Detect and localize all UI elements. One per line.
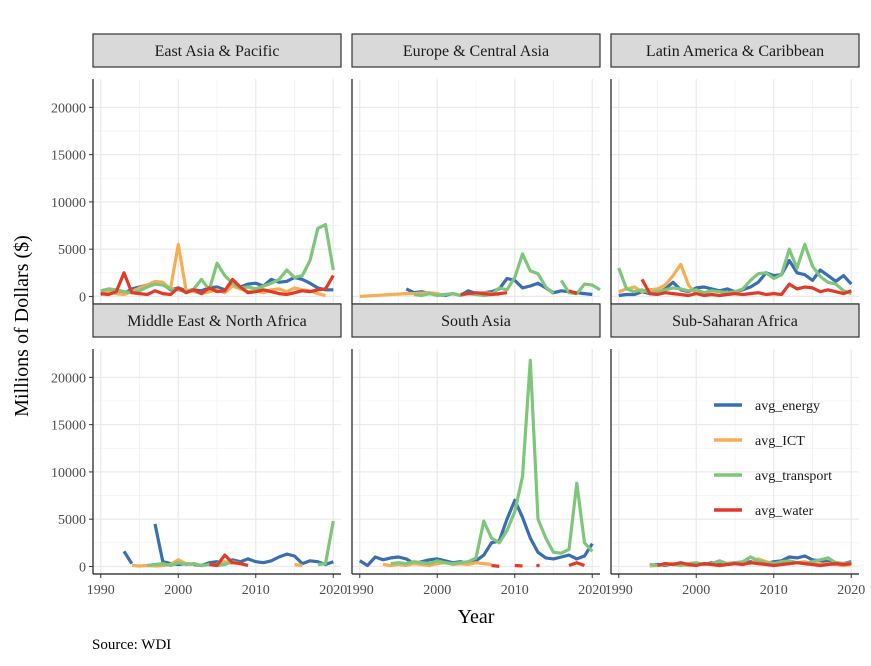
series-line-avg-ICT [382,561,492,568]
x-tick-label: 2010 [501,583,529,598]
x-tick-label: 2010 [760,583,788,598]
strip-label: Middle East & North Africa [127,313,307,330]
series-line-avg-water [491,563,500,568]
strip-label: South Asia [441,313,511,330]
x-tick-label: 2000 [164,583,192,598]
x-tick-label: 2020 [578,583,606,598]
y-tick-label: 0 [79,560,86,575]
y-axis-title: Millions of Dollars ($) [11,235,33,417]
series-point-avg-water [536,563,540,568]
series-line-avg-transport [559,279,601,296]
panel-middle-east-and-north-africa: Middle East & North Africa 1990 2000 2010 20… [51,303,347,598]
x-tick-label: 1990 [87,583,115,598]
series-line-avg-water [568,561,586,568]
x-axis-title: Year [458,606,495,628]
panel-latin-america-and-caribbean: Latin America & Caribbean [610,33,860,305]
series-line-avg-ICT [618,262,698,296]
y-tick-label: 10000 [51,196,86,211]
panel-europe-and-central-asia: Europe & Central Asia [351,33,601,305]
series-line-avg-water [100,271,335,297]
series-line-avg-energy [153,523,334,568]
y-tick-label: 20000 [51,371,86,386]
legend-label: avg_transport [755,469,832,484]
strip-label: Sub-Saharan Africa [672,313,798,330]
series-line-avg-transport [390,358,594,566]
chart-caption: Source: WDI [92,637,172,653]
strip-background [92,303,342,338]
series-line-avg-water [209,553,249,568]
panel-east-asia-and-pacific: East Asia & Pacific 0 5000 10000 15000 20000 [51,33,342,305]
y-tick-label: 5000 [58,243,86,258]
x-tick-label: 2020 [319,583,347,598]
x-tick-label: 1990 [346,583,374,598]
series-line-avg-transport [413,252,555,298]
strip-background [610,303,860,338]
x-tick-label: 2000 [423,583,451,598]
strip-background [351,303,601,338]
strip-background [351,33,601,68]
y-tick-label: 0 [79,290,86,305]
y-tick-label: 20000 [51,101,86,116]
strip-background [610,33,860,68]
x-tick-label: 1990 [605,583,633,598]
series-line-avg-transport [317,520,335,567]
x-tick-label: 2000 [682,583,710,598]
strip-label: East Asia & Pacific [155,43,280,60]
series-line-avg-water [640,278,852,298]
y-tick-label: 10000 [51,466,86,481]
series-line-avg-ICT [294,562,303,568]
panel-south-asia: South Asia 1990 2000 2010 2020 [346,303,606,598]
panel-sub-saharan-africa: Sub-Saharan Africa 1990 2000 2010 2020 [605,303,865,598]
legend-label: avg_energy [755,399,820,414]
series-line-avg-transport [100,223,335,295]
series-line-avg-energy [358,498,594,568]
legend-label: avg_water [755,504,814,519]
legend-label: avg_ICT [755,434,805,449]
strip-label: Latin America & Caribbean [646,43,824,60]
y-tick-label: 5000 [58,513,86,528]
legend: avg_energy avg_ICT avg_transport avg_water [714,399,832,519]
strip-background [92,33,342,68]
y-tick-label: 15000 [51,419,86,434]
x-tick-label: 2020 [837,583,865,598]
series-line-avg-water [657,561,852,568]
y-tick-label: 15000 [51,149,86,164]
strip-label: Europe & Central Asia [403,43,549,60]
x-tick-label: 2010 [242,583,270,598]
series-line-avg-water [514,563,523,568]
series-line-avg-transport [617,242,852,296]
series-line-avg-water [460,291,508,297]
series-line-avg-water [568,289,578,296]
series-line-avg-energy [122,550,134,565]
